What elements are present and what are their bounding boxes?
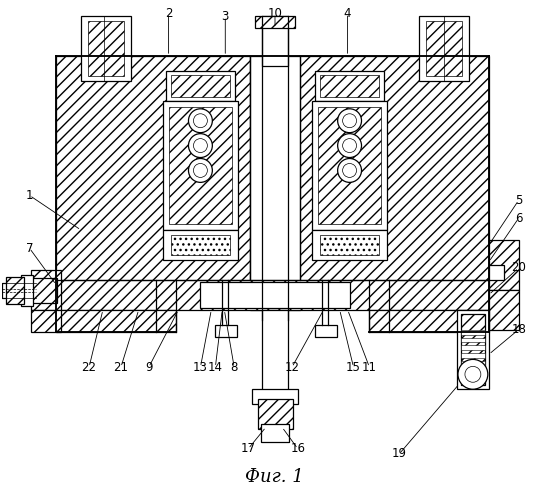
Bar — [461, 370, 485, 374]
Bar — [200, 282, 350, 308]
Text: 16: 16 — [290, 442, 305, 456]
Bar — [426, 22, 462, 76]
Text: 21: 21 — [113, 361, 128, 374]
Text: 20: 20 — [511, 262, 526, 274]
Bar — [7, 277, 24, 303]
Bar — [166, 71, 235, 101]
Bar — [169, 107, 232, 224]
Bar — [312, 230, 388, 260]
Bar — [31, 310, 61, 332]
Bar — [258, 399, 293, 429]
Text: 17: 17 — [240, 442, 256, 456]
Text: 13: 13 — [193, 361, 208, 374]
Text: 10: 10 — [267, 7, 282, 20]
Circle shape — [188, 158, 212, 182]
Bar — [489, 290, 519, 330]
Circle shape — [338, 134, 361, 158]
Bar — [56, 56, 250, 285]
Bar — [171, 75, 230, 97]
Bar — [2, 283, 36, 298]
Circle shape — [193, 138, 208, 152]
Bar — [250, 56, 300, 310]
Bar — [262, 310, 288, 399]
Text: 18: 18 — [511, 323, 526, 336]
Bar — [318, 107, 382, 224]
Text: 5: 5 — [515, 194, 522, 207]
Text: 22: 22 — [82, 361, 97, 374]
Bar — [461, 362, 485, 366]
Bar — [21, 275, 33, 306]
Text: 6: 6 — [515, 212, 523, 224]
Text: 2: 2 — [165, 7, 172, 20]
Circle shape — [343, 164, 356, 177]
Circle shape — [188, 134, 212, 158]
Circle shape — [343, 138, 356, 152]
Bar — [56, 280, 489, 310]
Bar — [315, 71, 384, 101]
Bar — [252, 389, 298, 404]
Text: 1: 1 — [26, 189, 33, 202]
Text: 8: 8 — [231, 361, 238, 374]
Bar — [461, 330, 485, 334]
Circle shape — [338, 158, 361, 182]
Bar — [489, 265, 504, 280]
Circle shape — [458, 360, 488, 389]
Text: 7: 7 — [26, 242, 33, 254]
Text: 14: 14 — [208, 361, 223, 374]
Circle shape — [343, 114, 356, 128]
Bar — [255, 16, 295, 28]
Circle shape — [193, 164, 208, 177]
Bar — [461, 314, 485, 385]
Circle shape — [193, 114, 208, 128]
Bar — [295, 56, 489, 285]
Bar — [262, 16, 288, 66]
Bar — [461, 338, 485, 342]
Text: 15: 15 — [346, 361, 361, 374]
Bar — [320, 75, 379, 97]
Bar — [457, 310, 489, 389]
Bar — [31, 270, 61, 310]
Bar — [163, 101, 238, 230]
Text: 4: 4 — [344, 7, 351, 20]
Bar — [56, 310, 176, 332]
Bar — [215, 324, 237, 336]
Text: 12: 12 — [284, 361, 299, 374]
Bar — [369, 310, 489, 332]
Bar — [171, 235, 230, 255]
Bar — [489, 240, 519, 290]
Circle shape — [465, 366, 481, 382]
Text: 11: 11 — [362, 361, 377, 374]
Bar — [81, 16, 131, 81]
Text: 9: 9 — [145, 361, 153, 374]
Bar — [315, 324, 337, 336]
Bar — [320, 235, 379, 255]
Bar — [419, 16, 469, 81]
Bar — [163, 230, 238, 260]
Bar — [261, 424, 289, 442]
Bar — [461, 354, 485, 358]
Bar — [312, 101, 388, 230]
Text: Фиг. 1: Фиг. 1 — [245, 468, 304, 485]
Bar — [29, 278, 57, 302]
Bar — [88, 22, 124, 76]
Text: 3: 3 — [222, 10, 229, 23]
Bar — [461, 346, 485, 350]
Text: 19: 19 — [392, 448, 407, 460]
Circle shape — [338, 109, 361, 132]
Circle shape — [188, 109, 212, 132]
